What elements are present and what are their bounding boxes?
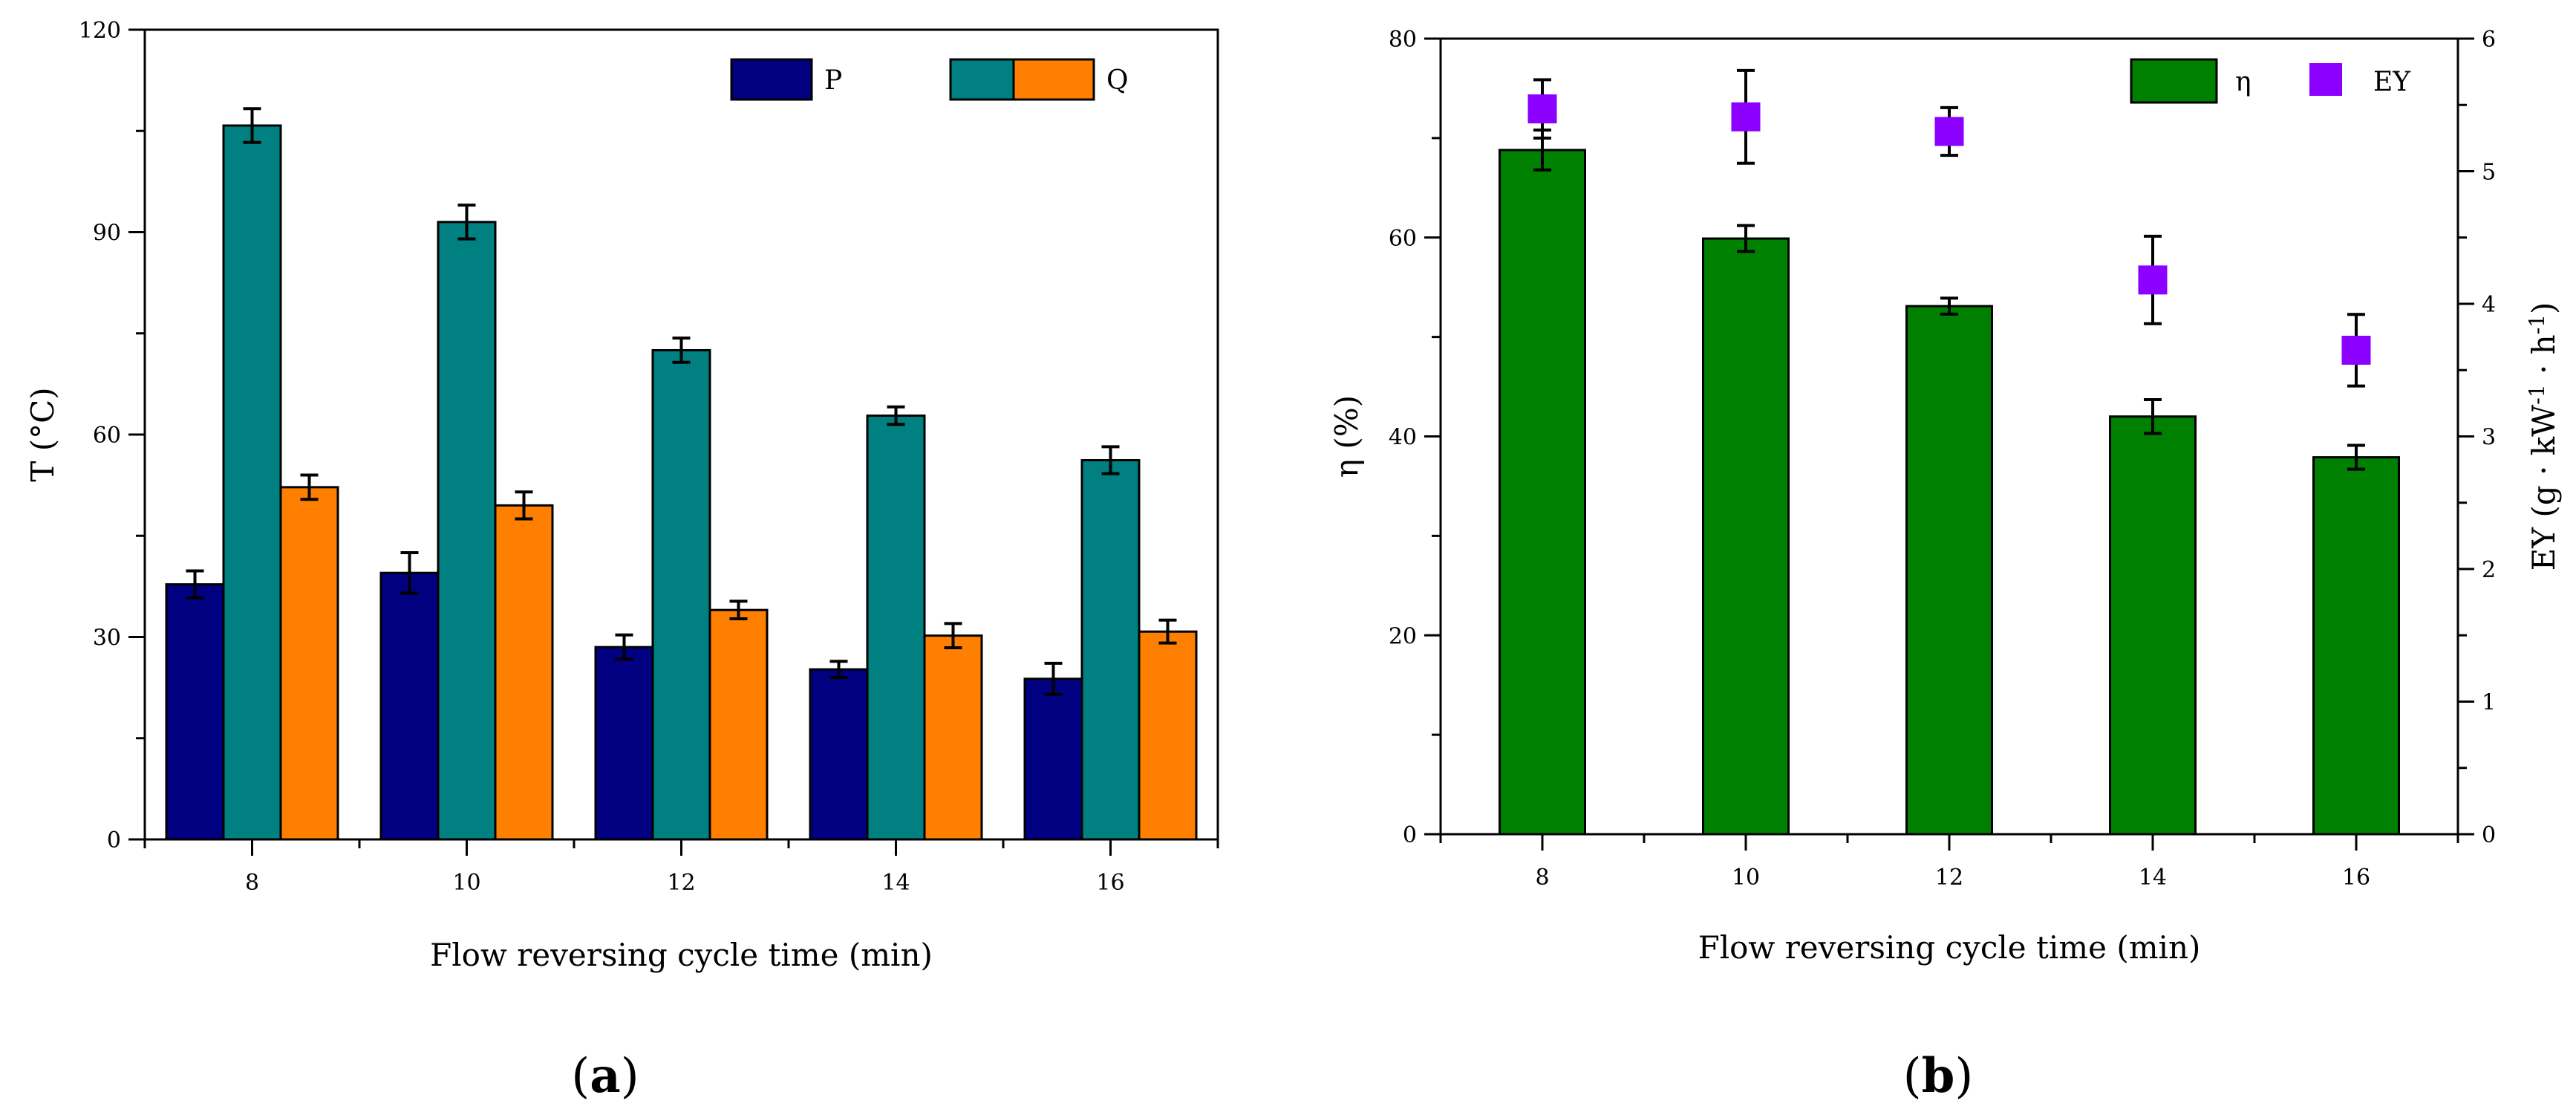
point-ey-14 [2138,265,2168,295]
bar-Q-12 [708,608,769,841]
legend-label-eta: η [2235,67,2251,97]
y2-axis-b-tick-label-2: 2 [2482,557,2496,583]
y-axis-b-tick-label-1: 20 [1389,623,1417,649]
bar-eta-10 [1702,237,1790,836]
bar-Q-14 [923,634,983,841]
x-axis-a-tick-label-0: 8 [245,870,259,896]
x-axis-b-tick-label-1: 10 [1732,865,1760,891]
chart-panel-a: 0 30 60 90 120 8 10 12 14 16 POQ Flow reversing … [25,18,1219,1104]
y-axis-b-tick-label-4: 80 [1389,27,1417,53]
bar-P-8 [165,583,225,841]
legend-label-P: P [824,65,842,96]
legend-a: POQ [730,58,1129,101]
y2-axis-b-tick-label-5: 5 [2482,160,2496,186]
legend-marker-ey [2309,63,2342,96]
bar-P-10 [379,571,440,841]
bar-P-14 [809,668,869,841]
y-axis-a-tick-label-2: 60 [93,423,121,449]
legend-b: η EY [2130,58,2411,104]
x-axis-b-tick-label-4: 16 [2342,865,2370,891]
x-axis-title-b: Flow reversing cycle time (min) [1698,929,2201,966]
y2-axis-title-b: EY (g · kW-1 · h-1) [2525,302,2562,571]
bar-O-12 [651,348,711,841]
x-axis-title-a: Flow reversing cycle time (min) [430,937,933,973]
x-axis-b-tick-label-0: 8 [1535,865,1549,891]
bars-a [165,124,1198,841]
x-axis-a-tick-label-1: 10 [452,870,480,896]
legend-swatch-P [730,58,813,101]
bar-eta-8 [1499,149,1586,836]
panel-letter-a: a [590,1048,620,1104]
point-ey-16 [2341,335,2371,365]
panel-letter-b: b [1922,1048,1955,1104]
y-axis-ticks-b: 0 20 40 60 80 [1389,27,1441,848]
y-axis-title-a: T (°C) [25,387,61,481]
panel-label-a: (a) [571,1048,639,1104]
error-bars-b [1533,68,2365,471]
bar-P-12 [594,646,654,841]
y2-title-pre: EY (g · kW [2526,404,2562,571]
bar-eta-14 [2109,415,2197,836]
y2-title-sup2: -1 [2525,314,2549,334]
bar-O-10 [437,221,497,841]
bar-Q-8 [279,486,339,841]
y2-axis-b-tick-label-6: 6 [2482,27,2496,53]
x-axis-ticks-b: 8 10 12 14 16 [1439,834,2459,891]
y2-axis-b-tick-label-0: 0 [2482,822,2496,848]
y2-title-sup1: -1 [2525,384,2549,404]
y-axis-ticks-a: 0 30 60 90 120 [79,18,145,854]
y-axis-b-tick-label-0: 0 [1403,822,1417,848]
bar-Q-10 [494,504,554,841]
bar-eta-12 [1905,305,1993,836]
point-ey-12 [1934,117,1964,146]
y-axis-a-tick-label-0: 0 [107,828,121,854]
y-axis-title-b: η (%) [1328,395,1365,478]
x-axis-ticks-a: 8 10 12 14 16 [143,839,1219,896]
scatter-points-b [1527,94,2371,365]
x-axis-b-tick-label-2: 12 [1935,865,1963,891]
bar-O-14 [866,415,926,841]
bar-Q-16 [1138,630,1198,841]
x-axis-b-tick-label-3: 14 [2139,865,2167,891]
y2-title-post: ) [2526,302,2562,314]
legend-label-ey: EY [2373,67,2411,97]
bar-P-16 [1023,677,1083,841]
y2-axis-ticks-b: 0 1 2 3 4 5 6 [2458,27,2496,848]
legend-label-Q: Q [1106,65,1129,96]
y-axis-b-tick-label-3: 60 [1389,226,1417,252]
point-ey-10 [1731,102,1761,131]
error-bars-a [186,107,1177,696]
y2-axis-b-tick-label-1: 1 [2482,690,2496,716]
y-axis-b-tick-label-2: 40 [1389,425,1417,451]
legend-swatch-eta [2130,58,2218,104]
point-ey-8 [1527,94,1557,124]
x-axis-a-tick-label-2: 12 [667,870,695,896]
y-axis-a-tick-label-4: 120 [79,18,121,44]
panel-label-b: (b) [1903,1048,1974,1104]
y2-axis-b-tick-label-3: 3 [2482,425,2496,451]
bar-O-16 [1080,459,1141,841]
y2-title-mid: · h [2526,334,2562,384]
y-axis-a-tick-label-1: 30 [93,625,121,651]
bars-b [1499,149,2400,836]
x-axis-a-tick-label-4: 16 [1096,870,1124,896]
y2-axis-b-tick-label-4: 4 [2482,292,2496,318]
x-axis-a-tick-label-3: 14 [881,870,910,896]
legend-swatch-Q [1012,58,1095,101]
bar-O-8 [222,124,282,841]
bar-eta-16 [2312,456,2400,836]
y-axis-a-tick-label-3: 90 [93,221,121,247]
